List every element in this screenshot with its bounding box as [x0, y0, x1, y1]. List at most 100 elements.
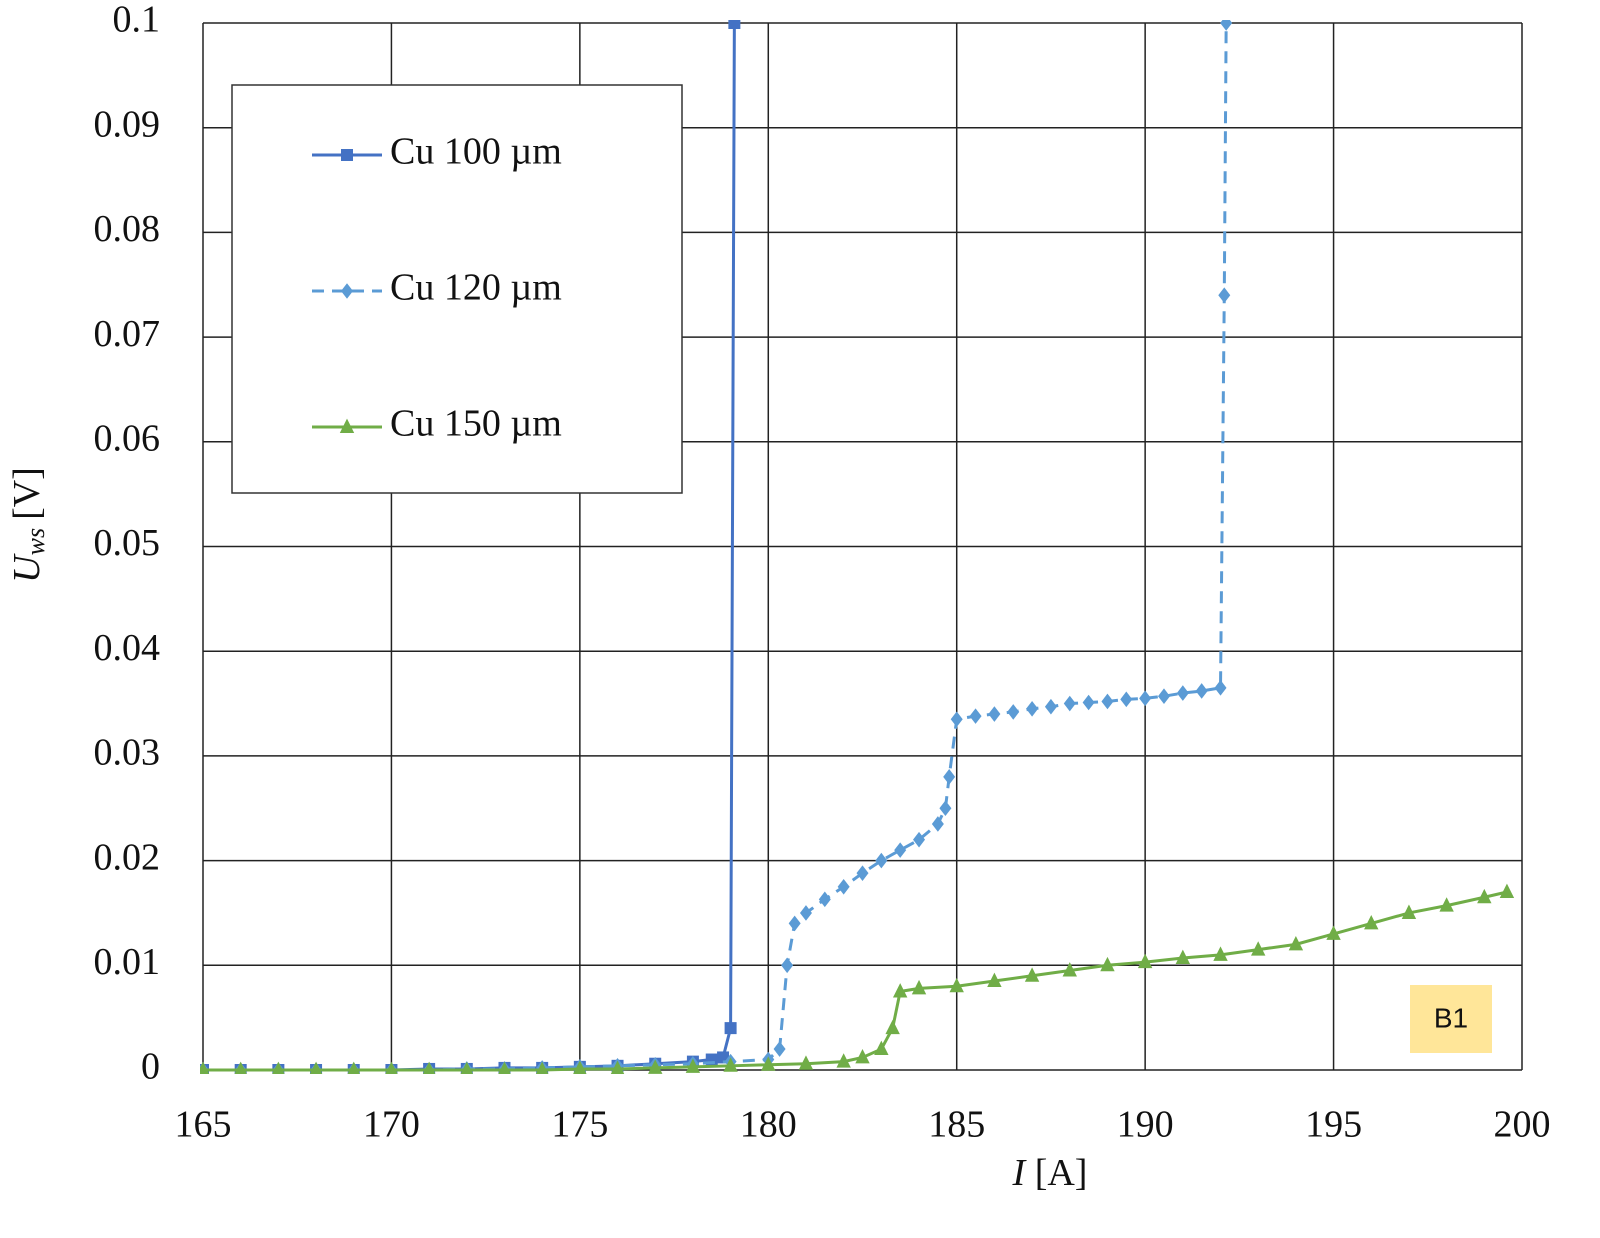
marker [798, 1055, 814, 1070]
marker [535, 1061, 549, 1074]
x-axis-label: I [A] [1012, 1152, 1088, 1194]
marker [1251, 941, 1266, 956]
marker [309, 1061, 323, 1074]
marker [836, 1053, 851, 1068]
marker [339, 418, 355, 433]
marker [1024, 967, 1040, 982]
marker [1477, 888, 1492, 904]
marker [939, 800, 952, 817]
y-axis-label: Uws [V] [6, 467, 50, 583]
marker [969, 708, 982, 724]
annotation: B1 [1434, 1002, 1468, 1033]
marker [347, 1061, 360, 1074]
marker [1326, 925, 1341, 940]
marker [1499, 883, 1515, 899]
marker [422, 1061, 436, 1074]
marker [911, 979, 927, 995]
marker [988, 706, 1001, 722]
annotation-box [1410, 985, 1492, 1053]
y-tick-label: 0.08 [94, 208, 161, 250]
marker [498, 1061, 511, 1074]
marker [1137, 953, 1153, 969]
legend-label: Cu 120 µm [390, 267, 562, 309]
x-tick-label: 195 [1305, 1104, 1362, 1146]
y-tick-label: 0.09 [94, 103, 161, 145]
marker [931, 816, 944, 832]
x-label-unit: [A] [1035, 1152, 1088, 1194]
marker [1120, 691, 1133, 708]
x-tick-label: 200 [1494, 1104, 1551, 1146]
marker [1401, 904, 1417, 919]
marker [781, 957, 794, 974]
y-tick-label: 0.07 [94, 313, 161, 355]
marker [799, 905, 812, 921]
marker [1175, 949, 1191, 964]
marker [341, 149, 353, 161]
x-tick-label: 190 [1117, 1104, 1174, 1146]
marker [1213, 946, 1228, 961]
marker [1100, 956, 1115, 972]
marker [892, 983, 908, 998]
x-tick-label: 165 [175, 1104, 232, 1146]
marker [950, 711, 963, 728]
y-tick-label: 0.06 [94, 418, 161, 460]
y-tick-label: 0.03 [94, 732, 161, 774]
marker [894, 842, 907, 858]
marker [788, 915, 801, 932]
marker [1218, 287, 1231, 304]
legend-label: Cu 100 µm [390, 131, 562, 173]
marker [1214, 680, 1227, 696]
marker [1082, 694, 1095, 711]
marker [1062, 962, 1077, 977]
marker [761, 1056, 776, 1071]
marker [818, 891, 831, 908]
x-tick-label: 175 [551, 1104, 608, 1146]
marker [200, 1061, 210, 1074]
marker [875, 852, 888, 869]
y-label-symbol: U [6, 553, 48, 583]
marker [1220, 20, 1233, 31]
marker [1063, 695, 1076, 712]
y-tick-label: 0.02 [94, 836, 161, 878]
marker [234, 1061, 247, 1074]
marker [913, 831, 926, 848]
marker [1176, 685, 1189, 701]
x-tick-label: 180 [740, 1104, 797, 1146]
marker [648, 1059, 663, 1074]
marker [856, 865, 869, 881]
marker [874, 1040, 889, 1056]
marker [385, 1061, 398, 1074]
marker [1139, 690, 1152, 707]
marker [1101, 693, 1114, 710]
marker [1364, 915, 1379, 930]
y-tick-label: 0.1 [113, 0, 161, 41]
marker [773, 1041, 786, 1057]
marker [685, 1058, 701, 1073]
marker [837, 878, 850, 895]
marker [272, 1061, 285, 1074]
marker [885, 1019, 900, 1035]
marker [1439, 897, 1454, 912]
y-label-unit: [V] [6, 467, 48, 520]
marker [943, 769, 956, 785]
marker [1044, 698, 1057, 715]
y-tick-label: 0.05 [94, 522, 161, 564]
marker [1026, 700, 1039, 717]
marker [1157, 688, 1170, 705]
y-label-subscript: ws [21, 528, 50, 555]
y-tick-label: 0.04 [94, 627, 161, 669]
marker [573, 1060, 587, 1074]
legend-label: Cu 150 µm [390, 403, 562, 445]
x-label-symbol: I [1012, 1152, 1028, 1194]
plot-area [200, 20, 1515, 1074]
marker [987, 972, 1002, 988]
marker [723, 1057, 738, 1072]
x-tick-label: 185 [928, 1104, 985, 1146]
x-tick-label: 170 [363, 1104, 420, 1146]
marker [460, 1061, 473, 1074]
y-tick-label: 0.01 [94, 941, 161, 983]
marker [610, 1060, 625, 1074]
marker [1007, 704, 1020, 720]
marker [1288, 935, 1304, 951]
